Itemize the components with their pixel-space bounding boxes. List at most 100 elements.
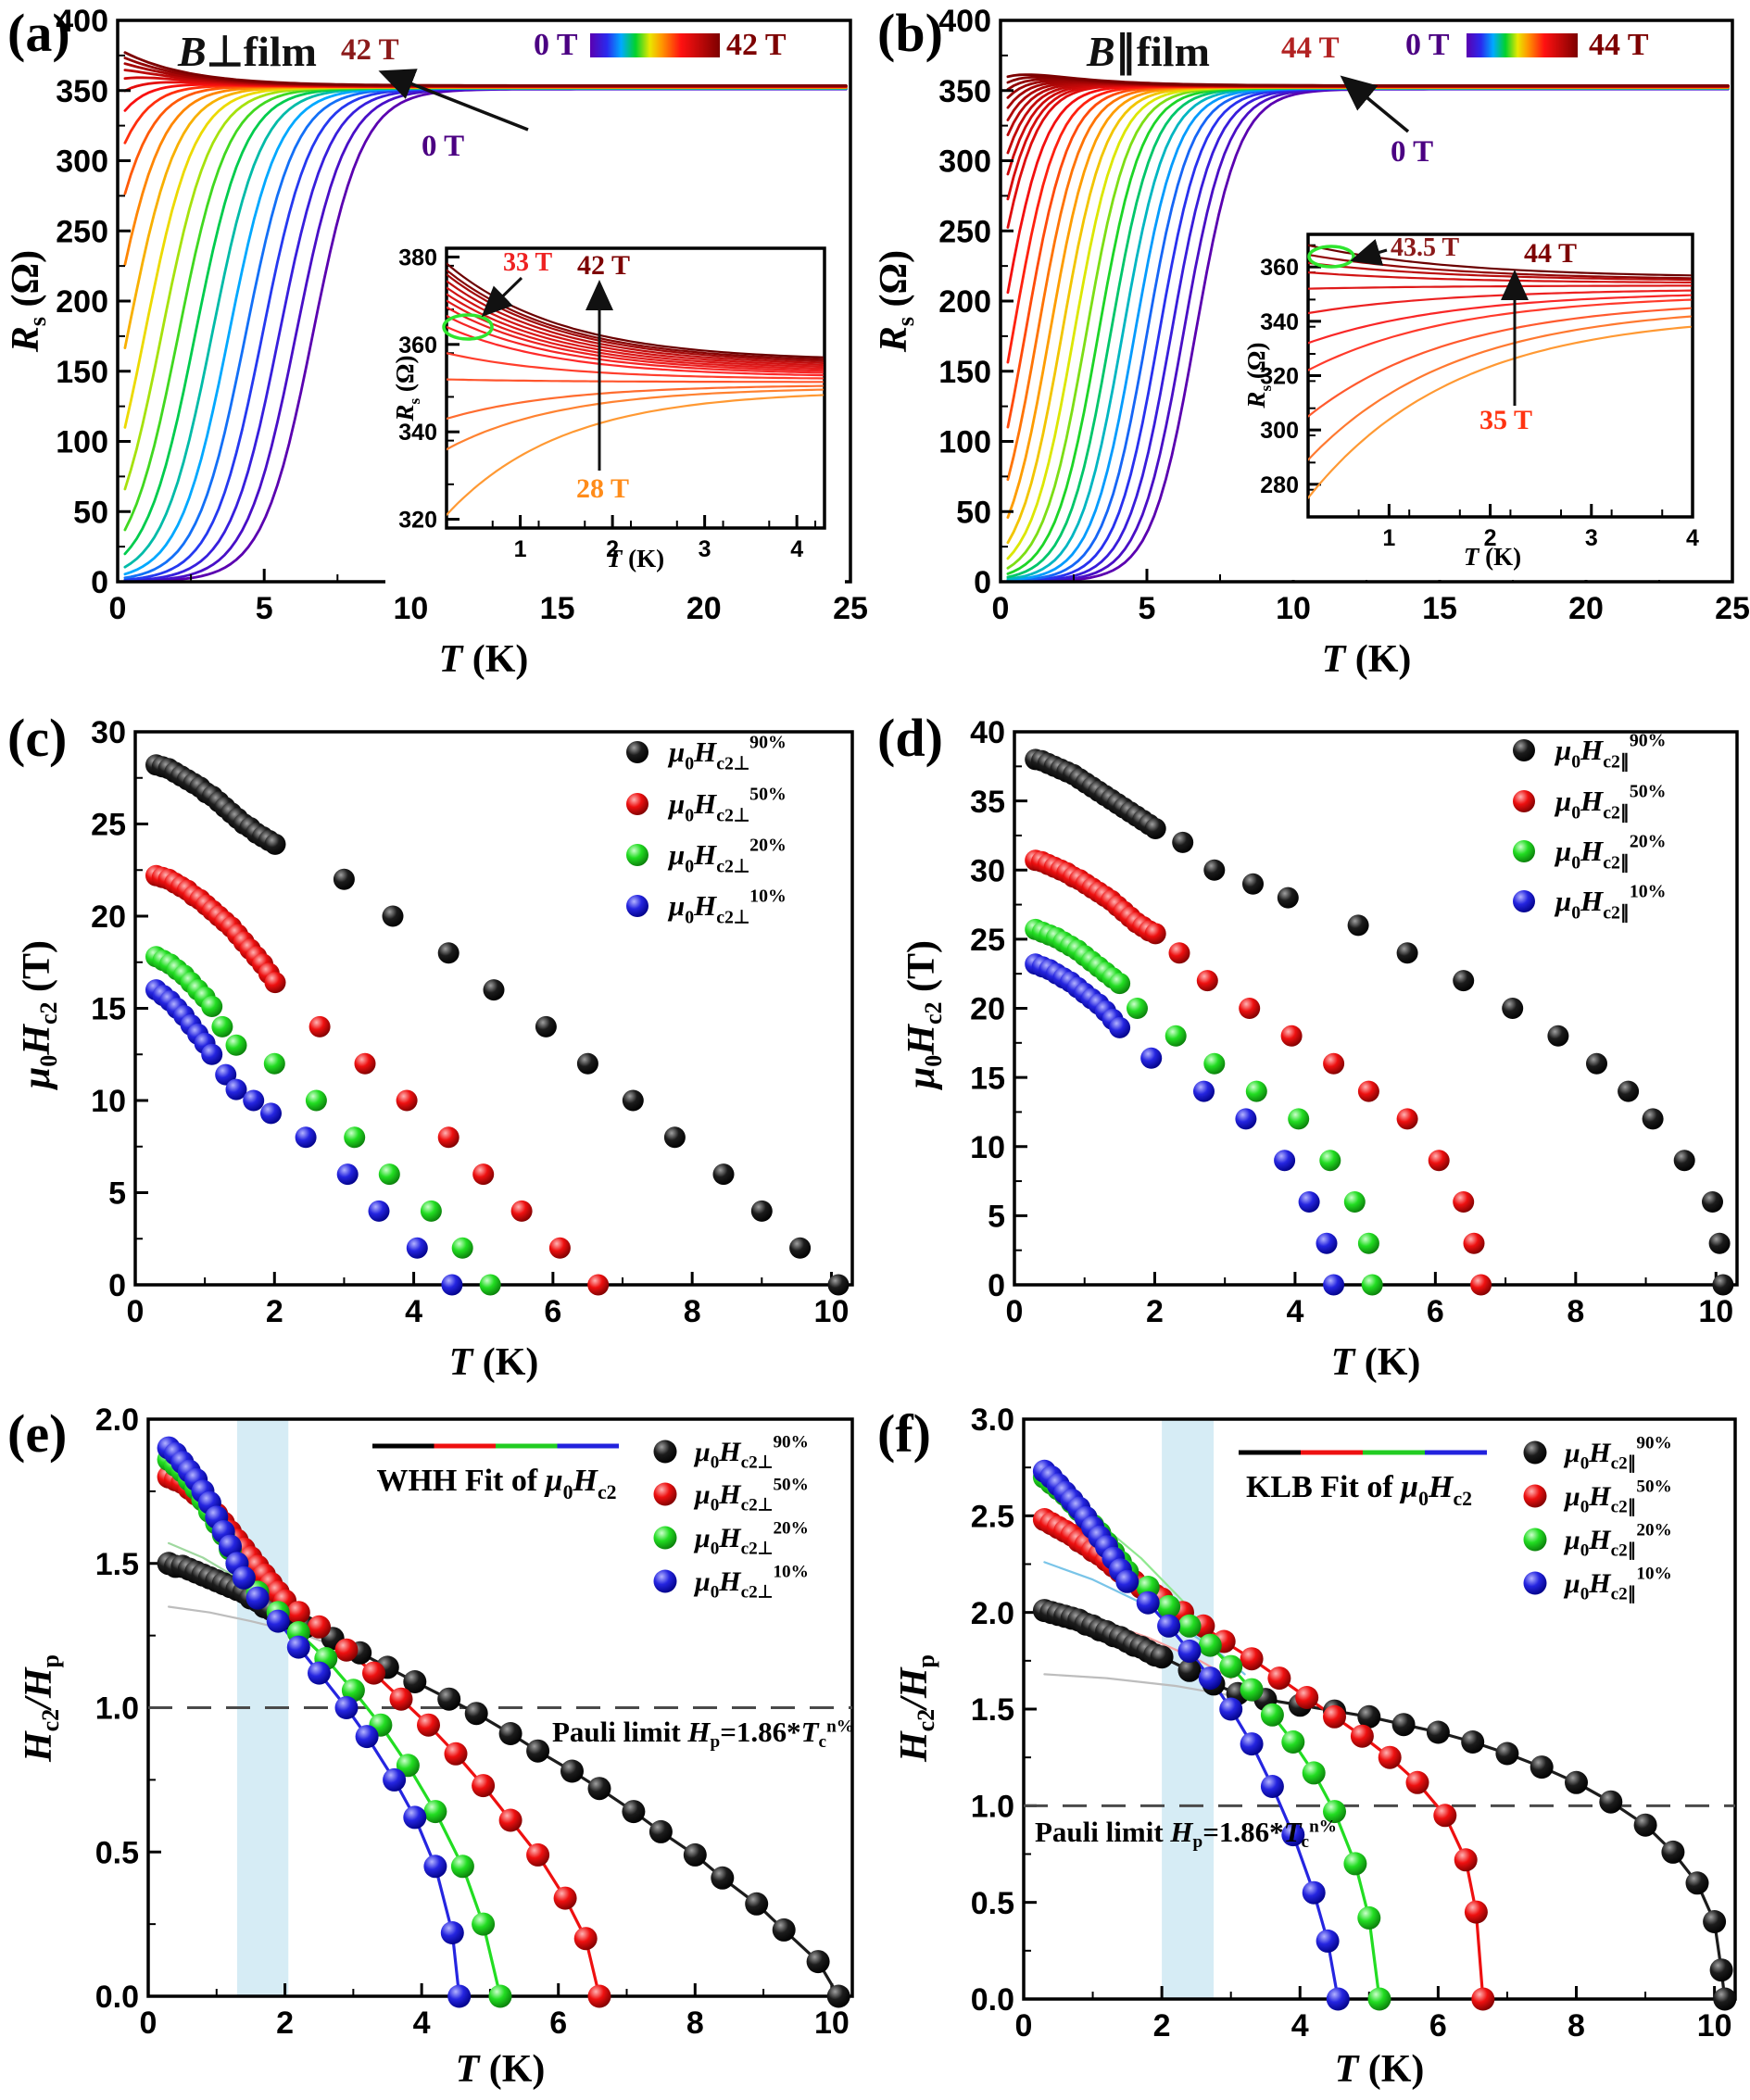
- svg-text:20: 20: [91, 899, 126, 935]
- field-colorbar: [590, 33, 720, 57]
- svg-text:KLB Fit of μ0Hc2: KLB Fit of μ0Hc2: [1246, 1470, 1472, 1510]
- svg-text:WHH Fit of μ0Hc2: WHH Fit of μ0Hc2: [376, 1464, 616, 1503]
- svg-text:300: 300: [56, 145, 108, 180]
- svg-text:4: 4: [1291, 2008, 1309, 2043]
- panel-c-axes: 0 2 4 6 8 10 0 5 10 15 20 25 30: [91, 715, 854, 1329]
- rt-curves: [123, 51, 848, 582]
- legend: μ0Hc2⊥90%μ0Hc2⊥50%μ0Hc2⊥20%μ0Hc2⊥10%: [653, 1433, 809, 1603]
- svg-text:30: 30: [91, 715, 126, 750]
- svg-text:1: 1: [1382, 525, 1395, 551]
- svg-text:150: 150: [938, 355, 991, 390]
- svg-text:3.0: 3.0: [971, 1402, 1014, 1438]
- svg-text:6: 6: [549, 2006, 567, 2041]
- svg-text:35 T: 35 T: [1479, 405, 1532, 435]
- svg-text:320: 320: [1260, 364, 1299, 390]
- svg-text:μ0Hc2∥90%: μ0Hc2∥90%: [1554, 730, 1666, 772]
- svg-text:10: 10: [91, 1084, 126, 1119]
- svg-text:T (K): T (K): [607, 545, 664, 572]
- svg-text:8: 8: [686, 2006, 704, 2041]
- svg-text:15: 15: [1422, 591, 1457, 626]
- svg-text:μ0Hc2∥10%: μ0Hc2∥10%: [1563, 1565, 1672, 1604]
- svg-text:8: 8: [1567, 1294, 1584, 1329]
- svg-text:8: 8: [684, 1294, 701, 1329]
- svg-text:1.0: 1.0: [971, 1790, 1014, 1825]
- panel-d-plot-canvas: 0 2 4 6 8 10 0 5 10 15 20 25 30 35 40 μ0Hc2∥90% μ0Hc2∥50…: [970, 715, 1739, 1329]
- svg-text:20: 20: [1568, 591, 1604, 626]
- svg-text:μ0Hc2⊥20%: μ0Hc2⊥20%: [667, 835, 787, 876]
- svg-text:2: 2: [606, 536, 619, 562]
- svg-text:360: 360: [1260, 255, 1299, 281]
- svg-text:42 T: 42 T: [577, 250, 630, 281]
- svg-text:25: 25: [970, 923, 1005, 958]
- svg-text:3: 3: [699, 536, 711, 562]
- svg-text:μ0Hc2⊥50%: μ0Hc2⊥50%: [667, 784, 787, 825]
- inset-highlight-ellipse: [442, 313, 494, 341]
- svg-text:μ0Hc2∥50%: μ0Hc2∥50%: [1554, 781, 1666, 823]
- svg-text:380: 380: [398, 245, 437, 270]
- svg-text:340: 340: [398, 420, 437, 446]
- svg-text:μ0Hc2⊥10%: μ0Hc2⊥10%: [693, 1563, 809, 1603]
- minor-ticks: [135, 776, 763, 1285]
- svg-text:4: 4: [1686, 525, 1699, 551]
- svg-text:2: 2: [276, 2006, 294, 2041]
- legend: μ0Hc2⊥90% μ0Hc2⊥50% μ0Hc2⊥20% μ0Hc2⊥10%: [626, 732, 787, 927]
- inset-circled-arrow: [1350, 238, 1388, 266]
- svg-text:50: 50: [73, 495, 108, 530]
- svg-text:0.5: 0.5: [95, 1835, 139, 1870]
- panel-f: 0 2 4 6 8 10 0.0 0.5 1.0 1.5 2.0 2.5 3.0 KLB Fit of μ…: [875, 1399, 1750, 2100]
- svg-text:0: 0: [992, 591, 1010, 626]
- svg-text:15: 15: [91, 992, 126, 1027]
- svg-text:μ0Hc2∥50%: μ0Hc2∥50%: [1563, 1478, 1672, 1517]
- svg-text:2: 2: [1153, 2008, 1171, 2043]
- svg-text:0: 0: [127, 1294, 145, 1329]
- svg-text:0: 0: [108, 1268, 126, 1303]
- svg-text:300: 300: [938, 145, 991, 180]
- svg-text:400: 400: [938, 4, 991, 39]
- panel-f-plot-canvas: 0 2 4 6 8 10 0.0 0.5 1.0 1.5 2.0 2.5 3.0 KLB Fit of μ…: [971, 1402, 1737, 2043]
- svg-text:44 T: 44 T: [1524, 238, 1577, 269]
- svg-text:1.0: 1.0: [95, 1691, 139, 1727]
- svg-text:1.5: 1.5: [971, 1692, 1014, 1728]
- svg-text:200: 200: [938, 284, 991, 320]
- panel-b-inset-axes: 1 2 3 4 280 300 320 340 360: [1260, 233, 1699, 551]
- svg-text:6: 6: [544, 1294, 561, 1329]
- svg-text:2: 2: [266, 1294, 283, 1329]
- svg-text:4: 4: [790, 536, 803, 562]
- inset-circled-arrow: [481, 276, 523, 318]
- svg-text:μ0Hc2∥20%: μ0Hc2∥20%: [1563, 1521, 1672, 1561]
- fit-series: [1032, 1459, 1737, 2011]
- svg-text:1: 1: [514, 536, 527, 562]
- svg-text:20: 20: [686, 591, 722, 626]
- panel-a-inset-axes: 1 2 3 4 320 340 360 380: [398, 245, 826, 562]
- field-direction-arrow: [1340, 75, 1410, 133]
- svg-text:1.5: 1.5: [95, 1547, 139, 1582]
- svg-text:320: 320: [398, 508, 437, 534]
- svg-text:μ0Hc2⊥10%: μ0Hc2⊥10%: [667, 886, 787, 927]
- svg-text:350: 350: [56, 74, 108, 109]
- svg-text:μ0Hc2⊥90%: μ0Hc2⊥90%: [667, 732, 787, 773]
- svg-text:0: 0: [988, 1268, 1005, 1303]
- svg-text:40: 40: [970, 715, 1005, 750]
- svg-text:150: 150: [56, 355, 108, 390]
- svg-text:15: 15: [970, 1061, 1005, 1096]
- inset-curves: [1308, 244, 1692, 499]
- svg-text:30: 30: [970, 853, 1005, 888]
- minor-ticks: [1307, 244, 1664, 518]
- svg-text:250: 250: [56, 214, 108, 249]
- svg-text:10: 10: [814, 2006, 850, 2041]
- svg-text:10: 10: [1697, 2008, 1732, 2043]
- svg-text:μ0Hc2⊥90%: μ0Hc2⊥90%: [693, 1433, 809, 1473]
- panel-c: 0 2 4 6 8 10 0 5 10 15 20 25 30 μ0Hc2⊥90% μ0Hc2⊥50% μ0H…: [0, 699, 875, 1399]
- highlight-band: [1162, 1419, 1215, 1999]
- svg-text:8: 8: [1567, 2008, 1585, 2043]
- svg-text:280: 280: [1260, 472, 1299, 498]
- svg-text:0: 0: [1006, 1294, 1024, 1329]
- svg-text:μ0Hc2∥90%: μ0Hc2∥90%: [1563, 1434, 1672, 1474]
- svg-text:33 T: 33 T: [503, 248, 552, 277]
- svg-text:4: 4: [1286, 1294, 1303, 1329]
- svg-text:Rs (Ω): Rs (Ω): [391, 355, 423, 421]
- svg-text:300: 300: [1260, 418, 1299, 444]
- scatter-series: [1025, 748, 1734, 1296]
